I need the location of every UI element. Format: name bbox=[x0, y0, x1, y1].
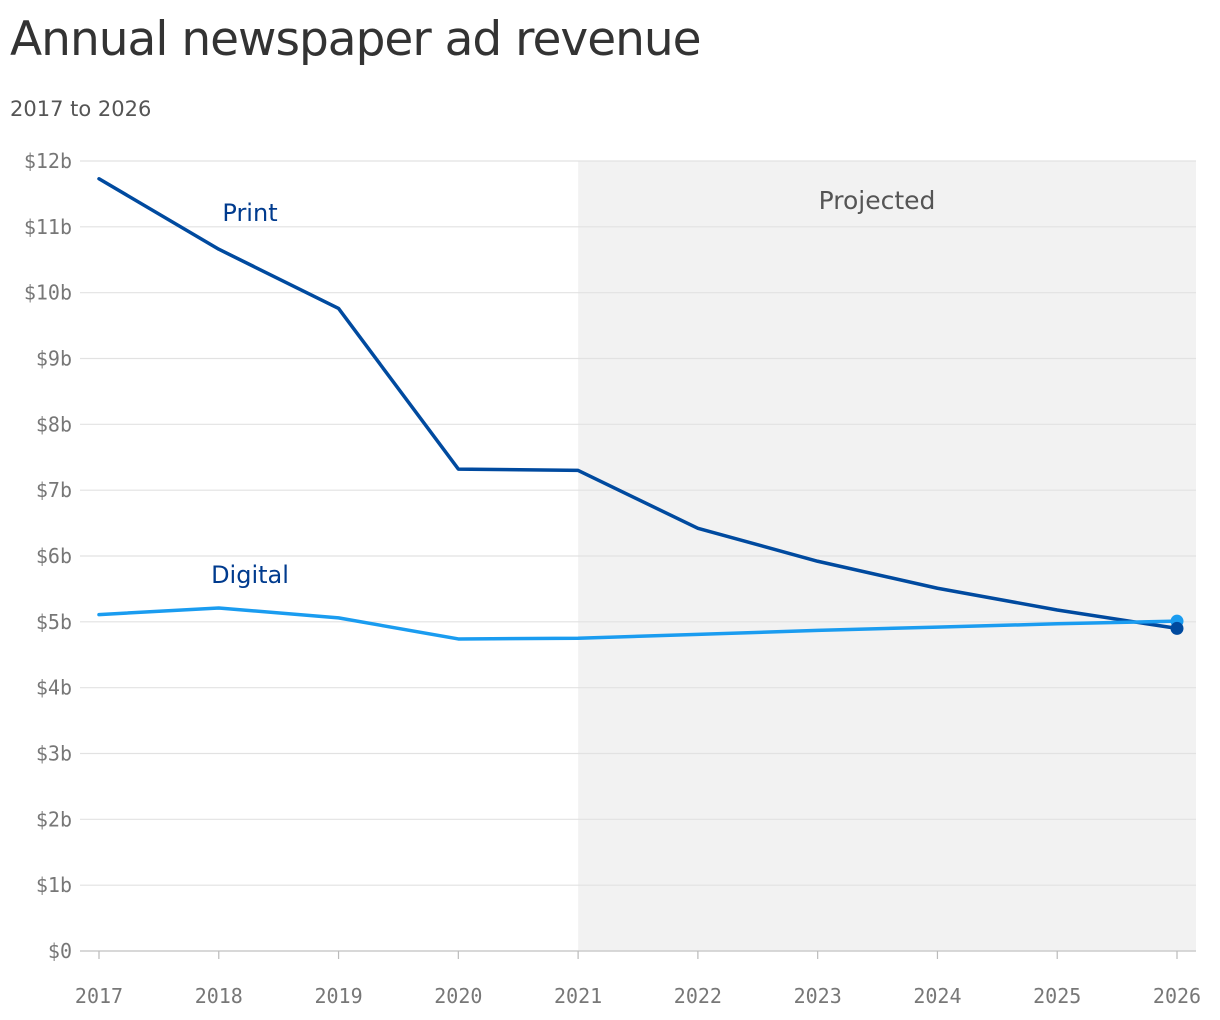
x-tick-label: 2017 bbox=[75, 984, 123, 1008]
x-tick-label: 2023 bbox=[794, 984, 842, 1008]
series-label-print: Print bbox=[222, 199, 277, 227]
y-tick-label: $9b bbox=[36, 347, 72, 371]
chart-title: Annual newspaper ad revenue bbox=[10, 12, 702, 67]
chart-subtitle: 2017 to 2026 bbox=[10, 97, 152, 121]
y-tick-label: $8b bbox=[36, 412, 72, 436]
y-tick-label: $10b bbox=[24, 281, 72, 305]
x-tick-label: 2019 bbox=[314, 984, 362, 1008]
y-tick-label: $5b bbox=[36, 610, 72, 634]
x-tick-label: 2025 bbox=[1033, 984, 1081, 1008]
x-tick-label: 2026 bbox=[1153, 984, 1201, 1008]
y-tick-label: $0 bbox=[48, 939, 72, 963]
y-tick-label: $11b bbox=[24, 215, 72, 239]
y-tick-label: $12b bbox=[24, 149, 72, 173]
y-axis: $0 $1b $2b $3b $4b $5b $6b $7b $8b $9b $10b $11b $12… bbox=[24, 149, 72, 963]
y-tick-label: $6b bbox=[36, 544, 72, 568]
x-axis: 2017 2018 2019 2020 2021 2022 2023 2024 2025 2026 bbox=[75, 951, 1201, 1008]
y-tick-label: $7b bbox=[36, 478, 72, 502]
y-tick-label: $2b bbox=[36, 807, 72, 831]
series-end-point-print bbox=[1170, 621, 1184, 635]
y-tick-label: $3b bbox=[36, 742, 72, 766]
x-tick-label: 2021 bbox=[554, 984, 602, 1008]
y-tick-label: $4b bbox=[36, 676, 72, 700]
series-label-digital: Digital bbox=[211, 561, 289, 589]
x-tick-label: 2022 bbox=[674, 984, 722, 1008]
y-tick-label: $1b bbox=[36, 873, 72, 897]
series-line-print bbox=[97, 177, 1179, 631]
projected-label: Projected bbox=[819, 186, 936, 215]
x-tick-label: 2020 bbox=[434, 984, 482, 1008]
x-tick-label: 2018 bbox=[195, 984, 243, 1008]
series-lines bbox=[97, 177, 1184, 641]
series-labels: Print Digital Projected bbox=[211, 186, 935, 589]
series-line-digital bbox=[97, 606, 1179, 641]
x-tick-label: 2024 bbox=[913, 984, 961, 1008]
gridlines bbox=[80, 160, 1196, 952]
